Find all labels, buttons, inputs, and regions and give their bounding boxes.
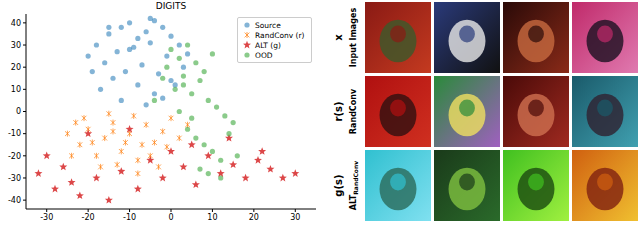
svg-text:-40: -40 (8, 196, 21, 205)
svg-text:0: 0 (16, 107, 21, 116)
svg-text:40: 40 (11, 19, 21, 28)
html-text:DIGITS: DIGITS (155, 1, 187, 11)
svg-text:30: 30 (11, 41, 21, 50)
svg-text:RandConv: RandConv (349, 88, 358, 134)
svg-text:20: 20 (249, 213, 259, 222)
svg-text:g(s): g(s) (333, 174, 344, 196)
svg-text:10: 10 (11, 85, 21, 94)
svg-text:ALTRandConv: ALTRandConv (349, 161, 359, 210)
svg-text:-20: -20 (82, 213, 95, 222)
html-text:ALT (g): ALT (g) (255, 40, 281, 50)
svg-text:Input Images: Input Images (349, 8, 358, 68)
svg-text:20: 20 (11, 63, 21, 72)
svg-text:-20: -20 (8, 152, 21, 161)
svg-text:30: 30 (290, 213, 300, 222)
html-text:RandConv (r): RandConv (r) (255, 30, 305, 40)
svg-text:-30: -30 (8, 174, 21, 183)
svg-text:0: 0 (168, 213, 173, 222)
svg-text:10: 10 (207, 213, 217, 222)
svg-text:x: x (333, 34, 344, 41)
svg-text:-10: -10 (8, 129, 21, 138)
svg-text:r(s): r(s) (333, 101, 344, 121)
svg-text:-10: -10 (123, 213, 136, 222)
html-text:Source: Source (255, 20, 281, 30)
html-text:OOD: OOD (255, 50, 273, 60)
svg-text:-30: -30 (40, 213, 53, 222)
